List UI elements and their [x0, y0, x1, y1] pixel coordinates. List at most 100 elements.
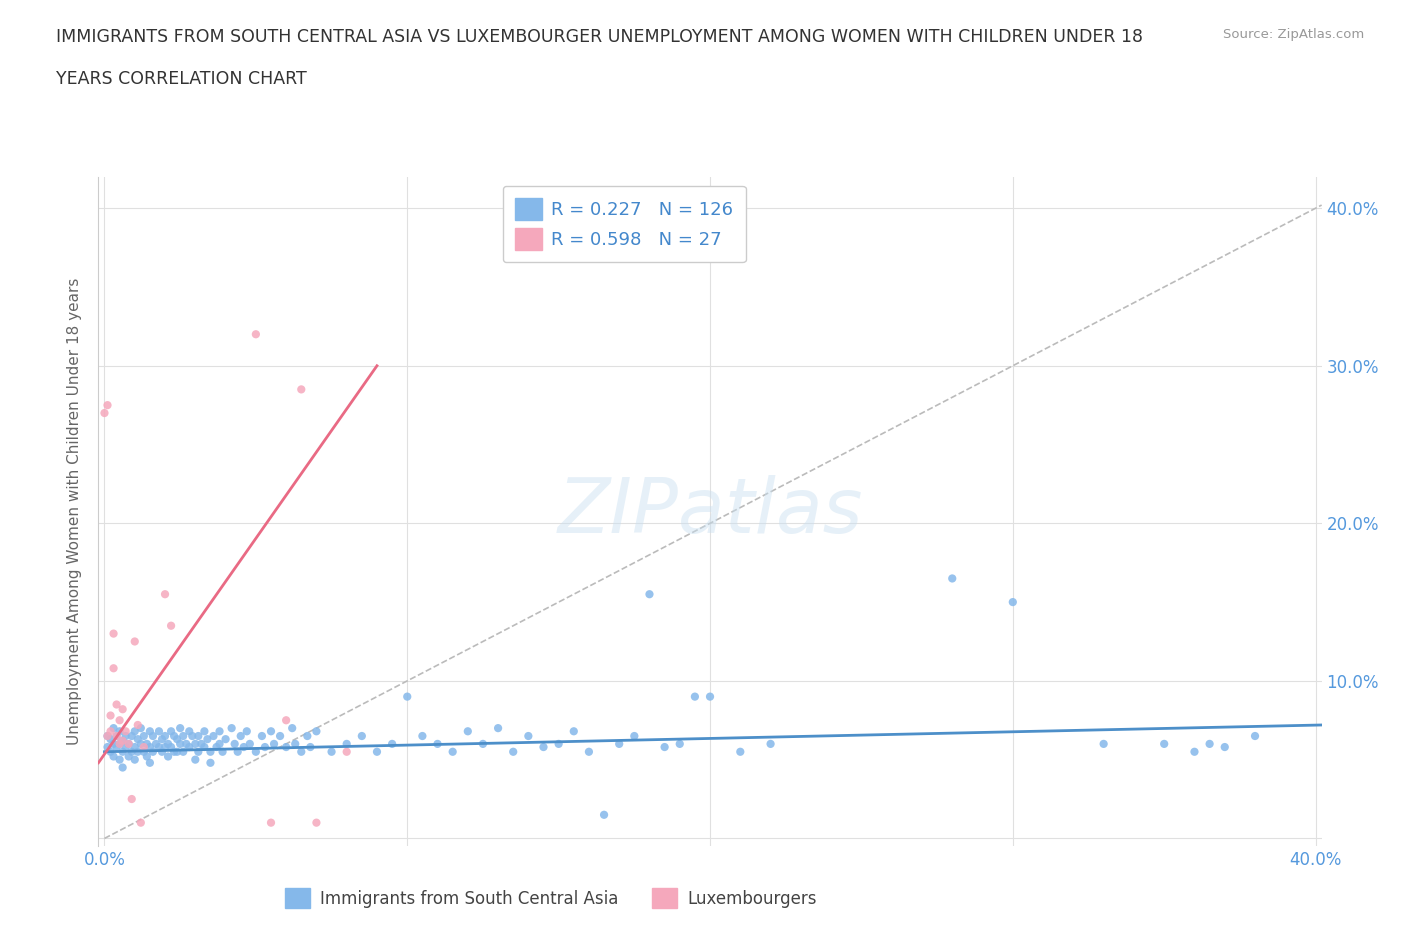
Text: Source: ZipAtlas.com: Source: ZipAtlas.com [1223, 28, 1364, 41]
Point [124, 752, 146, 767]
Point [169, 737, 191, 751]
Point [1092, 737, 1115, 751]
Point [654, 739, 676, 754]
Point [111, 733, 134, 748]
Point [1244, 728, 1267, 743]
Point [381, 737, 404, 751]
Point [224, 737, 246, 751]
Point [290, 382, 312, 397]
Point [232, 739, 254, 754]
Point [1001, 594, 1024, 609]
Point [118, 737, 141, 751]
Point [668, 737, 690, 751]
Point [148, 739, 170, 754]
Point [411, 728, 433, 743]
Point [135, 737, 157, 751]
Point [135, 749, 157, 764]
Point [111, 702, 134, 717]
Point [276, 739, 298, 754]
Point [153, 587, 176, 602]
Point [190, 737, 212, 751]
Point [941, 571, 963, 586]
Point [153, 728, 176, 743]
Point [108, 737, 131, 751]
Point [150, 732, 173, 747]
Point [124, 739, 146, 754]
Point [1198, 737, 1220, 751]
Point [132, 744, 155, 759]
Point [336, 737, 359, 751]
Y-axis label: Unemployment Among Women with Children Under 18 years: Unemployment Among Women with Children U… [67, 278, 83, 745]
Point [114, 724, 136, 738]
Point [127, 732, 149, 747]
Point [111, 744, 134, 759]
Point [179, 739, 201, 754]
Point [103, 749, 125, 764]
Point [181, 728, 204, 743]
Point [638, 587, 661, 602]
Point [148, 724, 170, 738]
Point [202, 728, 225, 743]
Point [187, 744, 209, 759]
Point [441, 744, 464, 759]
Point [121, 744, 143, 759]
Point [163, 744, 186, 759]
Point [111, 760, 134, 775]
Point [457, 724, 479, 738]
Point [166, 744, 188, 759]
Point [426, 737, 449, 751]
Point [103, 721, 125, 736]
Point [593, 807, 616, 822]
Point [299, 739, 322, 754]
Point [336, 744, 359, 759]
Point [118, 737, 141, 751]
Point [132, 728, 155, 743]
Point [623, 728, 645, 743]
Point [114, 728, 136, 743]
Point [193, 739, 215, 754]
Point [486, 721, 509, 736]
Point [205, 739, 228, 754]
Point [174, 737, 197, 751]
Point [121, 791, 143, 806]
Point [103, 737, 125, 751]
Point [100, 732, 122, 747]
Point [187, 728, 209, 743]
Point [142, 744, 165, 759]
Point [132, 739, 155, 754]
Point [245, 326, 267, 341]
Point [166, 732, 188, 747]
Point [260, 816, 283, 830]
Point [163, 728, 186, 743]
Point [200, 755, 222, 770]
Point [197, 732, 219, 747]
Point [208, 724, 231, 738]
Point [105, 739, 128, 754]
Point [1213, 739, 1236, 754]
Point [114, 739, 136, 754]
Point [124, 724, 146, 738]
Point [96, 739, 118, 754]
Point [172, 728, 194, 743]
Point [260, 724, 283, 738]
Point [142, 728, 165, 743]
Point [100, 708, 122, 723]
Point [1153, 737, 1175, 751]
Point [118, 749, 141, 764]
Point [169, 721, 191, 736]
Point [127, 718, 149, 733]
Text: ZIPatlas: ZIPatlas [557, 474, 863, 549]
Point [297, 728, 319, 743]
Point [139, 724, 162, 738]
Point [759, 737, 782, 751]
Point [229, 728, 252, 743]
Point [396, 689, 419, 704]
Point [226, 744, 249, 759]
Point [103, 661, 125, 676]
Point [321, 744, 343, 759]
Point [153, 739, 176, 754]
Point [96, 728, 118, 743]
Point [253, 739, 276, 754]
Point [366, 744, 388, 759]
Point [129, 737, 152, 751]
